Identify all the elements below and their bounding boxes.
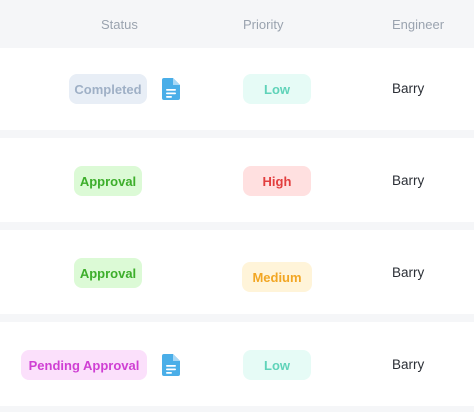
engineer-name: Barry <box>392 357 425 372</box>
document-icon[interactable] <box>162 78 180 100</box>
status-label: Approval <box>79 173 137 189</box>
status-badge: Approval <box>74 166 142 196</box>
status-badge: Completed <box>69 74 147 104</box>
engineer-name: Barry <box>392 81 425 96</box>
status-badge: Approval <box>74 258 142 288</box>
column-header-status[interactable]: Status <box>101 17 138 32</box>
status-label: Pending Approval <box>28 357 140 373</box>
status-label: Completed <box>74 81 142 97</box>
table-header: Status Priority Engineer <box>0 0 474 48</box>
priority-badge: Medium <box>242 262 312 292</box>
priority-label: High <box>262 173 292 189</box>
status-label: Approval <box>79 265 137 281</box>
priority-badge: Low <box>243 350 311 380</box>
priority-label: Low <box>264 81 290 97</box>
priority-label: Medium <box>252 269 302 285</box>
priority-badge: High <box>243 166 311 196</box>
priority-badge: Low <box>243 74 311 104</box>
document-icon[interactable] <box>162 354 180 376</box>
column-header-priority[interactable]: Priority <box>243 17 284 32</box>
table-row[interactable]: Approval Medium Barry <box>0 230 474 314</box>
engineer-name: Barry <box>392 173 425 188</box>
table-row[interactable]: Completed Low Barry <box>0 48 474 130</box>
priority-label: Low <box>264 357 290 373</box>
engineer-name: Barry <box>392 265 425 280</box>
status-badge: Pending Approval <box>21 350 147 380</box>
table-row[interactable]: Approval High Barry <box>0 138 474 222</box>
table-row[interactable]: Pending Approval Low Barry <box>0 322 474 406</box>
column-header-engineer[interactable]: Engineer <box>392 17 445 32</box>
